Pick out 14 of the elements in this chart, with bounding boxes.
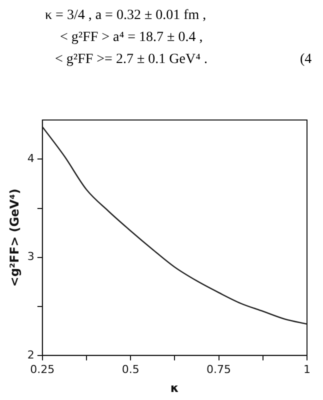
- text: < g²FF > a⁴ = 18.7 ± 0.4 ,: [60, 30, 203, 46]
- text: κ = 3/4 , a = 0.32 ± 0.01 fm ,: [45, 8, 206, 24]
- y-tick-label: 2: [27, 348, 34, 362]
- x-tick-label: 0.5: [122, 362, 140, 376]
- y-tick-label: 3: [27, 250, 34, 264]
- x-tick-label: 1: [304, 362, 310, 376]
- x-tick-label: 0.75: [206, 362, 232, 376]
- line-series: [42, 126, 307, 325]
- text: (4: [300, 52, 312, 68]
- x-tick-label: 0.25: [30, 362, 55, 376]
- text: < g²FF >= 2.7 ± 0.1 GeV⁴ .: [55, 52, 208, 68]
- y-tick-label: 4: [27, 152, 34, 166]
- x-axis-title: κ: [170, 380, 179, 395]
- y-axis-title: <g²FF> (GeV⁴): [7, 188, 22, 287]
